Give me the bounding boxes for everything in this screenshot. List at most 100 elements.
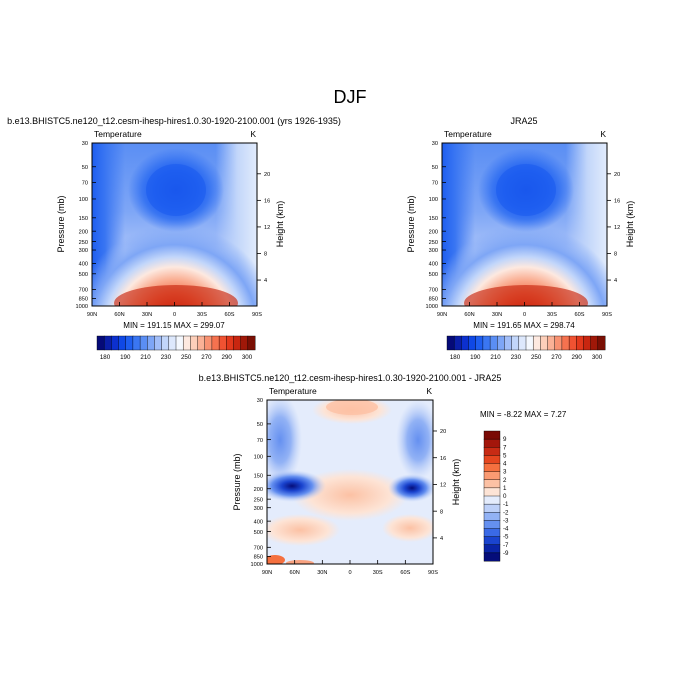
latitude-tick-label: 60N xyxy=(464,312,474,318)
figure-title: DJF xyxy=(334,87,367,107)
panel-difference-axes: 3050701001502002503004005007008501000481… xyxy=(251,398,447,576)
pressure-tick-label: 400 xyxy=(254,519,263,525)
panel-reanalysis-units-label: K xyxy=(600,129,606,139)
panel-difference-y2label: Height (km) xyxy=(451,459,461,506)
pressure-tick-label: 700 xyxy=(79,288,88,294)
pressure-tick-label: 400 xyxy=(79,262,88,268)
height-tick-label: 12 xyxy=(440,483,446,489)
pressure-tick-label: 50 xyxy=(257,422,263,428)
latitude-tick-label: 60S xyxy=(225,312,235,318)
latitude-tick-label: 60N xyxy=(114,312,124,318)
colorbar-label: 9 xyxy=(503,436,507,443)
pressure-tick-label: 500 xyxy=(254,530,263,536)
pressure-tick-label: 850 xyxy=(429,297,438,303)
height-tick-label: 8 xyxy=(264,252,267,258)
panel-model: b.e13.BHISTC5.ne120_t12.cesm-ihesp-hires… xyxy=(7,116,341,361)
latitude-tick-label: 90S xyxy=(428,570,438,576)
colorbar-swatch xyxy=(483,447,501,456)
colorbar-swatch xyxy=(240,335,249,351)
latitude-tick-label: 30S xyxy=(547,312,557,318)
height-tick-label: 8 xyxy=(614,252,617,258)
height-tick-label: 12 xyxy=(614,225,620,231)
colorbar-swatch xyxy=(554,335,563,351)
colorbar-swatch xyxy=(483,487,501,497)
colorbar-swatch xyxy=(118,335,127,351)
pressure-tick-label: 500 xyxy=(79,272,88,278)
pressure-tick-label: 850 xyxy=(254,555,263,561)
colorbar-swatch xyxy=(489,335,498,351)
colorbar-label: 300 xyxy=(242,354,253,361)
colorbar-swatch xyxy=(182,335,191,351)
colorbar-swatch xyxy=(483,430,501,440)
colorbar-swatch xyxy=(468,335,477,351)
colorbar-swatch xyxy=(139,335,148,351)
pressure-tick-label: 150 xyxy=(254,473,263,479)
panel-difference: b.e13.BHISTC5.ne120_t12.cesm-ihesp-hires… xyxy=(199,373,567,576)
latitude-tick-label: 90N xyxy=(262,570,272,576)
colorbar-swatch xyxy=(540,335,548,351)
pressure-tick-label: 150 xyxy=(429,216,438,222)
panel-reanalysis: JRA25 Temperature K 30507010015020025030… xyxy=(406,116,635,361)
colorbar-swatch xyxy=(96,335,105,351)
panel-difference-header: b.e13.BHISTC5.ne120_t12.cesm-ihesp-hires… xyxy=(199,373,502,383)
colorbar-label: 210 xyxy=(140,354,151,361)
colorbar-label: 250 xyxy=(531,354,542,361)
pressure-tick-label: 30 xyxy=(257,398,263,404)
colorbar-label: 190 xyxy=(470,354,481,361)
colorbar-swatch xyxy=(561,335,570,351)
panel-reanalysis-variable-label: Temperature xyxy=(444,129,492,139)
pressure-tick-label: 30 xyxy=(432,141,438,147)
colorbar-swatch xyxy=(233,335,242,351)
colorbar-swatch xyxy=(518,335,527,351)
pressure-tick-label: 100 xyxy=(79,197,88,203)
colorbar-swatch xyxy=(483,495,501,505)
pressure-tick-label: 200 xyxy=(254,487,263,493)
pressure-tick-label: 1000 xyxy=(426,304,438,310)
colorbar-swatch xyxy=(483,536,501,546)
pressure-tick-label: 250 xyxy=(429,240,438,246)
colorbar-swatch xyxy=(211,335,220,351)
colorbar-swatch xyxy=(446,335,455,351)
panel-difference-stats: MIN = -8.22 MAX = 7.27 xyxy=(480,410,567,419)
colorbar-label: 290 xyxy=(222,354,233,361)
colorbar-label: -4 xyxy=(503,526,509,533)
colorbar-swatch xyxy=(483,544,501,554)
latitude-tick-label: 60N xyxy=(290,570,300,576)
colorbar-label: 180 xyxy=(450,354,461,361)
latitude-tick-label: 30S xyxy=(373,570,383,576)
height-tick-label: 16 xyxy=(614,199,620,205)
pressure-tick-label: 1000 xyxy=(76,304,88,310)
colorbar-label: -3 xyxy=(503,517,509,524)
latitude-tick-label: 60S xyxy=(575,312,585,318)
colorbar-swatch xyxy=(483,512,501,521)
colorbar-label: 4 xyxy=(503,461,507,468)
colorbar-swatch xyxy=(475,335,484,351)
panel-model-axes: 3050701001502002503004005007008501000481… xyxy=(76,141,271,318)
panel-difference-ylabel: Pressure (mb) xyxy=(232,453,242,510)
colorbar-label: 2 xyxy=(503,477,507,484)
panel-reanalysis-ylabel: Pressure (mb) xyxy=(406,195,416,252)
colorbar-label: 7 xyxy=(503,444,507,451)
pressure-tick-label: 50 xyxy=(432,165,438,171)
panel-model-field xyxy=(92,143,257,306)
colorbar-label: -9 xyxy=(503,550,509,557)
pressure-tick-label: 70 xyxy=(257,438,263,444)
pressure-tick-label: 250 xyxy=(254,497,263,503)
panel-model-ylabel: Pressure (mb) xyxy=(56,195,66,252)
colorbar-swatch xyxy=(461,335,469,351)
panel-reanalysis-header: JRA25 xyxy=(510,116,537,126)
height-tick-label: 20 xyxy=(614,172,620,178)
latitude-tick-label: 0 xyxy=(348,570,351,576)
colorbar-label: 230 xyxy=(161,354,172,361)
colorbar-label: 190 xyxy=(120,354,131,361)
pressure-tick-label: 250 xyxy=(79,240,88,246)
colorbar-swatch xyxy=(483,528,501,538)
panel-model-y2label: Height (km) xyxy=(275,201,285,248)
pressure-tick-label: 150 xyxy=(79,216,88,222)
pressure-tick-label: 300 xyxy=(79,248,88,254)
pressure-tick-label: 70 xyxy=(82,181,88,187)
latitude-tick-label: 90N xyxy=(437,312,447,318)
colorbar-swatch xyxy=(175,335,184,351)
colorbar-swatch xyxy=(483,479,501,489)
